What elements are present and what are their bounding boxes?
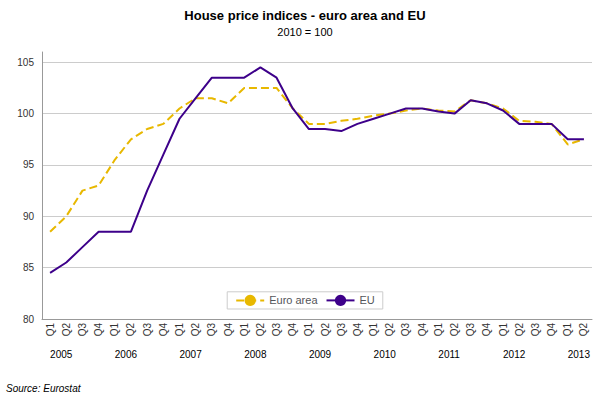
- svg-text:2012: 2012: [503, 349, 526, 360]
- svg-text:Q1: Q1: [239, 323, 250, 337]
- svg-text:2008: 2008: [244, 349, 267, 360]
- svg-text:Q3: Q3: [465, 323, 476, 337]
- svg-text:Q1: Q1: [433, 323, 444, 337]
- svg-text:Q3: Q3: [336, 323, 347, 337]
- svg-text:85: 85: [23, 262, 35, 273]
- svg-text:Q4: Q4: [417, 323, 428, 337]
- svg-text:2010 = 100: 2010 = 100: [277, 26, 332, 38]
- svg-text:Q4: Q4: [546, 323, 557, 337]
- svg-text:Q2: Q2: [125, 323, 136, 337]
- svg-text:2006: 2006: [115, 349, 138, 360]
- svg-text:Q2: Q2: [449, 323, 460, 337]
- svg-text:Q2: Q2: [578, 323, 589, 337]
- svg-text:Q1: Q1: [45, 323, 56, 337]
- svg-text:Source: Eurostat: Source: Eurostat: [6, 383, 82, 394]
- svg-text:Q4: Q4: [223, 323, 234, 337]
- svg-text:Q4: Q4: [158, 323, 169, 337]
- svg-text:2007: 2007: [180, 349, 203, 360]
- svg-text:Q1: Q1: [303, 323, 314, 337]
- svg-text:Q3: Q3: [77, 323, 88, 337]
- svg-text:80: 80: [23, 314, 35, 325]
- svg-text:Q3: Q3: [142, 323, 153, 337]
- svg-text:Q4: Q4: [93, 323, 104, 337]
- svg-text:Q1: Q1: [109, 323, 120, 337]
- svg-text:Q2: Q2: [384, 323, 395, 337]
- svg-text:Q4: Q4: [352, 323, 363, 337]
- svg-text:Q2: Q2: [190, 323, 201, 337]
- svg-text:Q2: Q2: [61, 323, 72, 337]
- svg-text:100: 100: [17, 108, 34, 119]
- svg-text:Q2: Q2: [320, 323, 331, 337]
- svg-text:Q1: Q1: [562, 323, 573, 337]
- svg-text:Q3: Q3: [271, 323, 282, 337]
- svg-text:Q4: Q4: [481, 323, 492, 337]
- svg-text:2009: 2009: [309, 349, 332, 360]
- svg-text:House price indices - euro are: House price indices - euro area and EU: [184, 8, 425, 23]
- svg-text:95: 95: [23, 159, 35, 170]
- svg-text:Q2: Q2: [255, 323, 266, 337]
- svg-text:2005: 2005: [50, 349, 73, 360]
- svg-text:2013: 2013: [568, 349, 591, 360]
- svg-text:Q3: Q3: [400, 323, 411, 337]
- svg-text:EU: EU: [360, 294, 375, 306]
- svg-text:Q1: Q1: [368, 323, 379, 337]
- svg-text:2011: 2011: [438, 349, 460, 360]
- svg-text:Q1: Q1: [498, 323, 509, 337]
- svg-text:Euro area: Euro area: [269, 294, 318, 306]
- svg-text:2010: 2010: [374, 349, 397, 360]
- svg-text:Q3: Q3: [206, 323, 217, 337]
- svg-text:Q1: Q1: [174, 323, 185, 337]
- svg-text:Q2: Q2: [514, 323, 525, 337]
- svg-text:Q3: Q3: [530, 323, 541, 337]
- svg-text:90: 90: [23, 211, 35, 222]
- svg-text:105: 105: [17, 57, 34, 68]
- svg-text:Q4: Q4: [287, 323, 298, 337]
